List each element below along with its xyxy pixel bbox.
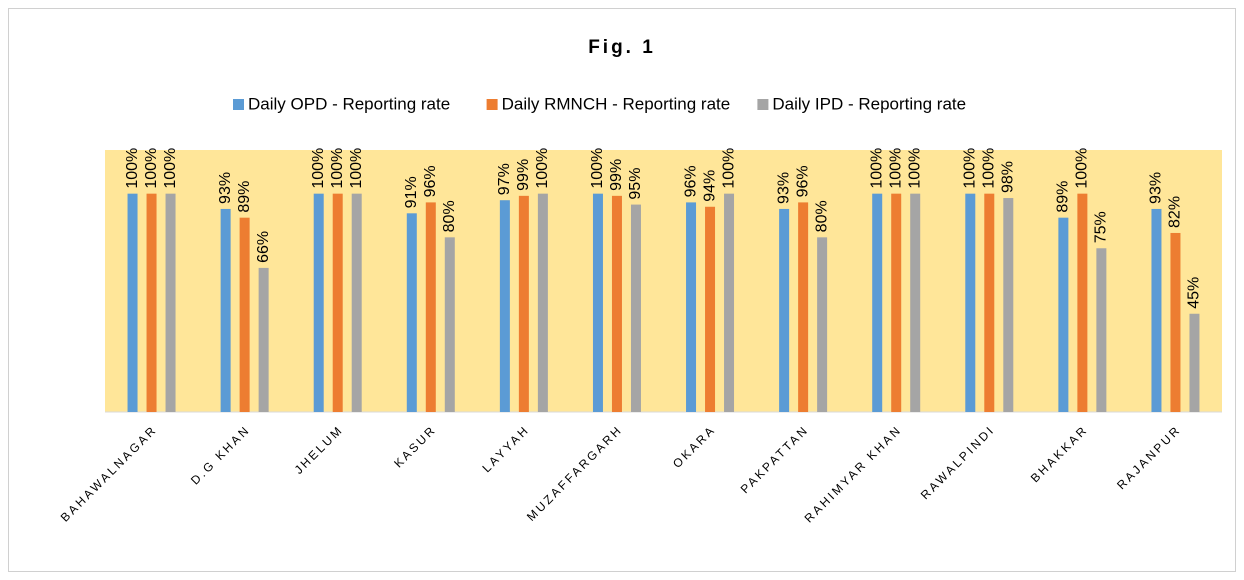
bar [817,237,828,412]
bar [798,202,809,412]
data-label: 93% [217,172,234,204]
bar [686,202,697,412]
bar [611,195,622,412]
bar [724,193,735,412]
bar [313,193,324,412]
bar [239,217,250,412]
legend-label: Daily IPD - Reporting rate [772,94,966,113]
data-label: 100% [887,148,904,189]
bar [351,193,362,412]
bar [1096,248,1107,412]
bar [146,193,157,412]
bar [499,200,510,412]
data-label: 96% [682,165,699,197]
data-label: 99% [608,159,625,191]
bar [630,204,641,412]
bar [891,193,902,412]
legend-swatch [233,99,244,110]
bar [425,202,436,412]
data-label: 100% [143,148,160,189]
data-label: 66% [255,231,272,263]
bar [444,237,455,412]
data-label: 91% [403,176,420,208]
bar [220,208,231,412]
bar [332,193,343,412]
bar [910,193,921,412]
bar [1189,313,1200,412]
data-label: 100% [329,148,346,189]
bar [537,193,548,412]
bar [1058,217,1069,412]
chart-title: Fig. 1 [588,37,656,58]
data-label: 100% [906,148,923,189]
data-label: 100% [720,148,737,189]
bar [518,195,529,412]
bar [1077,193,1088,412]
bar [258,267,269,412]
data-label: 99% [515,159,532,191]
data-label: 98% [1000,161,1017,193]
data-label: 93% [775,172,792,204]
bar [705,206,716,412]
bar [984,193,995,412]
bar [592,193,603,412]
legend-label: Daily OPD - Reporting rate [248,94,450,113]
plot-area [105,150,1222,412]
bar [127,193,138,412]
data-label: 96% [794,165,811,197]
data-label: 80% [813,200,830,232]
bar [965,193,976,412]
data-label: 100% [310,148,327,189]
legend-swatch [486,99,498,110]
bar [1003,198,1014,412]
data-label: 100% [589,148,606,189]
legend-label: Daily RMNCH - Reporting rate [502,94,731,113]
data-label: 82% [1167,196,1184,228]
data-label: 100% [124,148,141,189]
bar [406,213,417,412]
data-label: 100% [162,148,179,189]
bar [1151,208,1162,412]
bar [1170,232,1181,412]
data-label: 95% [627,168,644,200]
legend-swatch [757,99,769,110]
data-label: 89% [1055,181,1072,213]
data-label: 75% [1093,211,1110,243]
data-label: 100% [868,148,885,189]
data-label: 45% [1186,277,1203,309]
bar [165,193,176,412]
data-label: 100% [981,148,998,189]
data-label: 89% [236,181,253,213]
data-label: 94% [701,170,718,202]
data-label: 100% [348,148,365,189]
bar [872,193,883,412]
data-label: 100% [962,148,979,189]
bar [779,208,790,412]
data-label: 100% [534,148,551,189]
data-label: 100% [1074,148,1091,189]
data-label: 80% [441,200,458,232]
data-label: 93% [1148,172,1165,204]
data-label: 97% [496,163,513,195]
data-label: 96% [422,165,439,197]
